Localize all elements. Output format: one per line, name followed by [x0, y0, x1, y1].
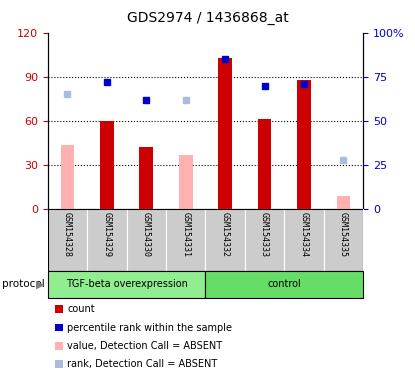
Text: GSM154335: GSM154335 — [339, 212, 348, 257]
Text: GDS2974 / 1436868_at: GDS2974 / 1436868_at — [127, 11, 288, 25]
Bar — [166, 209, 205, 271]
Bar — [127, 209, 166, 271]
Bar — [48, 271, 205, 298]
Bar — [337, 196, 350, 209]
Bar — [218, 58, 232, 209]
Text: GSM154333: GSM154333 — [260, 212, 269, 257]
Bar — [179, 155, 193, 209]
Text: GSM154331: GSM154331 — [181, 212, 190, 257]
Text: protocol: protocol — [2, 279, 45, 289]
Bar — [55, 305, 63, 313]
Text: count: count — [67, 304, 95, 314]
Bar — [324, 209, 363, 271]
Text: GSM154329: GSM154329 — [103, 212, 111, 257]
Bar — [55, 360, 63, 368]
Bar — [48, 209, 87, 271]
Bar — [297, 80, 311, 209]
Bar — [55, 323, 63, 331]
Text: percentile rank within the sample: percentile rank within the sample — [67, 323, 232, 333]
Bar — [139, 147, 153, 209]
Bar — [284, 209, 324, 271]
Bar — [55, 342, 63, 349]
Text: GSM154332: GSM154332 — [221, 212, 229, 257]
Bar — [205, 271, 363, 298]
Bar — [258, 119, 271, 209]
Text: GSM154330: GSM154330 — [142, 212, 151, 257]
Text: rank, Detection Call = ABSENT: rank, Detection Call = ABSENT — [67, 359, 217, 369]
Text: value, Detection Call = ABSENT: value, Detection Call = ABSENT — [67, 341, 222, 351]
Bar — [87, 209, 127, 271]
Bar — [245, 209, 284, 271]
Bar — [100, 121, 114, 209]
Bar — [205, 209, 245, 271]
Text: GSM154334: GSM154334 — [300, 212, 308, 257]
Bar — [61, 144, 74, 209]
Text: control: control — [267, 279, 301, 289]
Text: ▶: ▶ — [36, 279, 44, 289]
Text: TGF-beta overexpression: TGF-beta overexpression — [66, 279, 188, 289]
Text: GSM154328: GSM154328 — [63, 212, 72, 257]
